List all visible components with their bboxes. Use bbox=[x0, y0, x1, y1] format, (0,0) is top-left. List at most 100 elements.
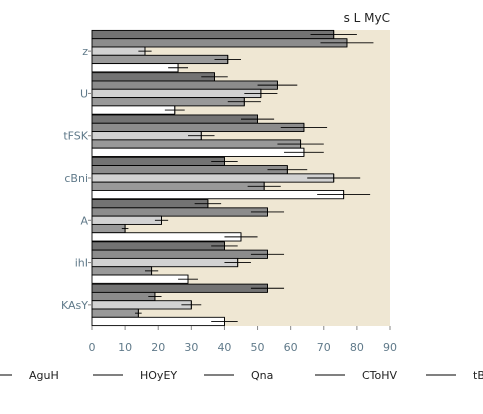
error-bar-tBn-z bbox=[168, 63, 189, 72]
bar-tBn-U bbox=[91, 105, 176, 115]
bar-CToHV-cBni bbox=[91, 181, 265, 191]
error-bar-AguH-ihI bbox=[211, 241, 238, 250]
bar-HOyEY-cBni bbox=[91, 165, 288, 175]
bar-Qna-KAsY bbox=[91, 300, 192, 310]
legend-label-Qna: Qna bbox=[251, 369, 273, 382]
error-bar-Qna-cBni bbox=[307, 174, 361, 182]
x-tick-label-90: 90 bbox=[383, 341, 397, 354]
bar-HOyEY-ihI bbox=[91, 249, 268, 259]
bar-tBn-cBni bbox=[91, 189, 345, 200]
error-bar-Qna-z bbox=[138, 47, 152, 56]
legend-item-HOyEY: HOyEY bbox=[93, 369, 177, 382]
bar-Qna-U bbox=[91, 88, 262, 99]
bar-tBn-z bbox=[91, 63, 179, 73]
y-tick-label-KAsY: KAsY bbox=[61, 299, 88, 312]
error-bar-HOyEY-tFSK bbox=[280, 123, 328, 132]
bar-CToHV-z bbox=[91, 54, 229, 65]
error-bar-CToHV-z bbox=[214, 55, 241, 64]
error-bar-AguH-tFSK bbox=[241, 115, 275, 124]
legend-item-Qna: Qna bbox=[204, 369, 273, 382]
bar-tBn-ihI bbox=[91, 274, 189, 284]
error-bar-HOyEY-U bbox=[257, 81, 298, 90]
error-bars-layer bbox=[121, 30, 374, 326]
y-tick-label-tFSK: tFSK bbox=[63, 130, 88, 143]
legend: AguH HOyEY Qna CToHV tBn bbox=[0, 369, 483, 382]
error-bar-CToHV-KAsY bbox=[135, 309, 142, 318]
x-tick-label-50: 50 bbox=[251, 341, 265, 354]
error-bar-HOyEY-z bbox=[320, 38, 374, 47]
error-bar-tBn-ihI bbox=[178, 275, 198, 284]
x-tick-label-20: 20 bbox=[151, 341, 165, 354]
error-bar-AguH-U bbox=[201, 72, 228, 81]
y-tick-label-ihI: ihI bbox=[75, 257, 88, 270]
x-axis: 0 10 20 30 40 50 60 70 80 90 bbox=[89, 326, 397, 354]
bar-Qna-A bbox=[91, 215, 162, 225]
error-bar-CToHV-cBni bbox=[247, 182, 281, 191]
legend-label-CToHV: CToHV bbox=[362, 369, 398, 382]
error-bar-tBn-A bbox=[224, 232, 258, 241]
error-bar-AguH-KAsY bbox=[250, 284, 285, 293]
bar-CToHV-ihI bbox=[91, 266, 153, 276]
legend-item-tBn: tBn bbox=[426, 369, 483, 382]
bar-Qna-z bbox=[91, 46, 146, 56]
error-bar-AguH-z bbox=[310, 30, 357, 39]
bar-CToHV-U bbox=[91, 97, 245, 107]
bar-AguH-cBni bbox=[91, 156, 225, 167]
bar-AguH-A bbox=[91, 199, 209, 209]
bar-AguH-U bbox=[91, 72, 215, 82]
bar-tBn-KAsY bbox=[91, 316, 225, 327]
bar-HOyEY-A bbox=[91, 207, 268, 217]
x-tick-label-40: 40 bbox=[217, 341, 231, 354]
bar-HOyEY-U bbox=[91, 80, 278, 90]
x-tick-label-80: 80 bbox=[350, 341, 364, 354]
x-tick-label-60: 60 bbox=[284, 341, 298, 354]
legend-label-AguH: AguH bbox=[29, 369, 59, 382]
bar-CToHV-tFSK bbox=[91, 139, 302, 149]
error-bar-HOyEY-KAsY bbox=[148, 292, 162, 301]
bar-AguH-KAsY bbox=[91, 283, 268, 293]
error-bar-Qna-U bbox=[244, 89, 278, 98]
bar-Qna-tFSK bbox=[91, 131, 202, 141]
error-bar-CToHV-U bbox=[227, 97, 261, 106]
error-bar-Qna-ihI bbox=[224, 258, 251, 267]
legend-item-CToHV: CToHV bbox=[315, 369, 398, 382]
error-bar-Qna-A bbox=[154, 216, 169, 225]
error-bar-HOyEY-cBni bbox=[267, 165, 308, 174]
y-tick-label-A: A bbox=[80, 214, 88, 227]
error-bar-HOyEY-A bbox=[250, 207, 285, 216]
bars-layer bbox=[91, 29, 348, 327]
x-tick-label-70: 70 bbox=[317, 341, 331, 354]
error-bar-AguH-A bbox=[194, 199, 222, 208]
x-tick-label-30: 30 bbox=[184, 341, 198, 354]
error-bar-tBn-U bbox=[164, 106, 185, 115]
legend-label-tBn: tBn bbox=[473, 369, 483, 382]
bar-CToHV-A bbox=[91, 223, 126, 234]
y-tick-label-z: z bbox=[82, 45, 88, 58]
error-bar-CToHV-tFSK bbox=[277, 140, 324, 149]
error-bar-Qna-KAsY bbox=[181, 300, 202, 309]
legend-label-HOyEY: HOyEY bbox=[140, 369, 177, 382]
error-bar-tBn-tFSK bbox=[284, 148, 324, 157]
error-bar-tBn-cBni bbox=[317, 190, 371, 199]
y-tick-label-cBni: cBni bbox=[64, 172, 88, 185]
bar-AguH-z bbox=[91, 29, 335, 40]
bar-AguH-tFSK bbox=[91, 114, 259, 124]
error-bar-HOyEY-ihI bbox=[250, 250, 285, 259]
chart-title: s L MyC bbox=[344, 11, 390, 25]
y-tick-label-U: U bbox=[80, 87, 88, 100]
bar-HOyEY-z bbox=[91, 38, 348, 48]
error-bar-tBn-KAsY bbox=[211, 317, 238, 326]
bar-AguH-ihI bbox=[91, 241, 225, 251]
bar-HOyEY-KAsY bbox=[91, 291, 156, 302]
legend-item-AguH: AguH bbox=[0, 369, 59, 382]
error-bar-AguH-cBni bbox=[211, 157, 238, 166]
bar-Qna-ihI bbox=[91, 257, 239, 268]
x-tick-label-10: 10 bbox=[118, 341, 132, 354]
x-tick-label-0: 0 bbox=[89, 341, 96, 354]
error-bar-Qna-tFSK bbox=[188, 131, 215, 140]
error-bar-CToHV-ihI bbox=[144, 266, 159, 275]
bar-tBn-tFSK bbox=[91, 147, 305, 157]
bar-Qna-cBni bbox=[91, 173, 335, 183]
